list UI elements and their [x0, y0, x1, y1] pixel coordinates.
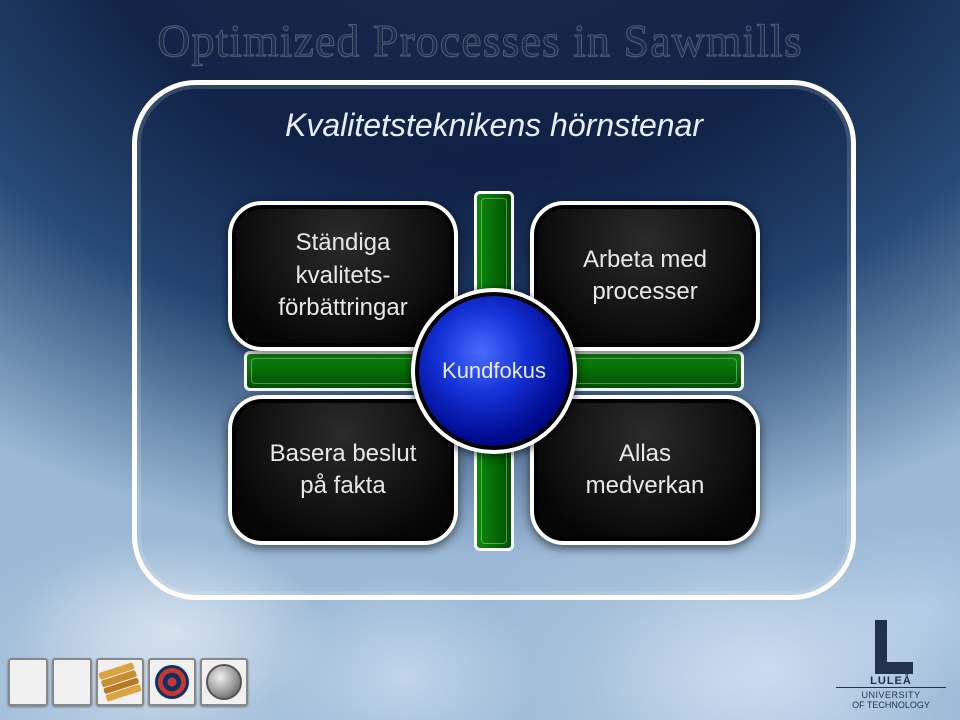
panel-line: Basera beslut	[270, 438, 417, 470]
panel-line: kvalitets-	[296, 260, 391, 292]
main-frame: Kvalitetsteknikens hörnstenar Ständiga k…	[132, 80, 856, 600]
logo-letter	[867, 620, 915, 674]
panel-facts: Basera beslut på fakta	[228, 395, 458, 545]
panel-line: Ständiga	[296, 227, 391, 259]
logo-sub1: UNIVERSITY	[836, 687, 946, 700]
cornerstones-diagram: Ständiga kvalitets- förbättringar Arbeta…	[214, 171, 774, 571]
target-icon	[148, 658, 196, 706]
page-title: Optimized Processes in Sawmills	[0, 14, 960, 67]
knob-icon	[200, 658, 248, 706]
panel-line: medverkan	[586, 470, 705, 502]
hub-customer-focus: Kundfokus	[411, 288, 577, 454]
subtitle: Kvalitetsteknikens hörnstenar	[137, 107, 851, 144]
logo-sub2: OF TECHNOLOGY	[836, 700, 946, 710]
panel-line: processer	[592, 276, 697, 308]
university-logo: LULEÅ UNIVERSITY OF TECHNOLOGY	[836, 620, 946, 710]
wood-stack	[98, 662, 142, 702]
panel-line: Allas	[619, 438, 671, 470]
iconbar	[8, 658, 248, 706]
sidebar-spacer-1	[8, 658, 48, 706]
knob-shape	[206, 664, 242, 700]
logo-name: LULEÅ	[836, 675, 946, 687]
panel-line: förbättringar	[278, 292, 407, 324]
panel-line: Arbeta med	[583, 244, 707, 276]
target-shape	[155, 665, 189, 699]
hub-label: Kundfokus	[442, 358, 546, 384]
panel-line: på fakta	[300, 470, 385, 502]
panel-participation: Allas medverkan	[530, 395, 760, 545]
wood-icon	[96, 658, 144, 706]
sidebar-spacer-2	[52, 658, 92, 706]
